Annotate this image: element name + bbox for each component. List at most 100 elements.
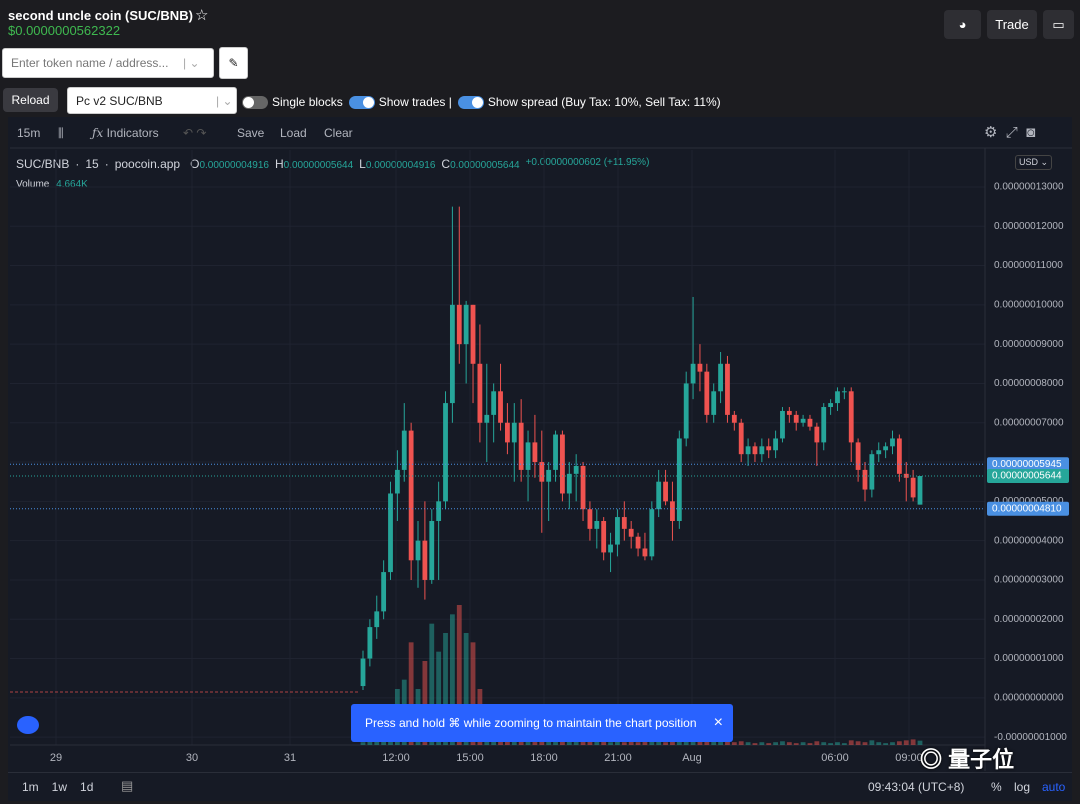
legend-interval: 15 xyxy=(85,157,99,171)
candle-body xyxy=(573,465,579,474)
y-tick-label: 0.00000003000 xyxy=(994,575,1064,586)
y-tick-label: 0.00000004000 xyxy=(994,535,1064,546)
candle-body xyxy=(408,430,414,561)
token-price: $0.0000000562322 xyxy=(8,23,121,38)
candle-body xyxy=(360,658,366,687)
volume-value: 4.664K xyxy=(56,179,88,190)
candle-body xyxy=(374,611,380,628)
x-tick-label: 12:00 xyxy=(382,752,410,764)
load-button[interactable]: Load xyxy=(280,126,307,140)
candle-body xyxy=(381,572,387,612)
candle-body xyxy=(580,465,586,510)
toggle[interactable]: Show trades | xyxy=(348,95,452,109)
x-tick-label: 15:00 xyxy=(456,752,484,764)
volume-bar xyxy=(635,742,641,745)
volume-bar xyxy=(663,742,668,745)
pair-select-text: Pc v2 SUC/BNB xyxy=(76,93,163,108)
log-button[interactable]: log xyxy=(1014,780,1031,794)
percent-button[interactable]: % xyxy=(991,780,1002,794)
volume-bar xyxy=(360,742,366,745)
wallet-button[interactable]: ▭ xyxy=(1043,10,1074,39)
candle-body xyxy=(518,422,524,470)
chart-icon-button[interactable]: ◕ xyxy=(944,10,981,39)
candle-body xyxy=(367,627,373,659)
volume-bar xyxy=(759,742,765,745)
candle-body xyxy=(821,407,827,443)
toast-close[interactable]: × xyxy=(713,714,723,731)
volume-bar xyxy=(594,741,600,745)
range-button[interactable]: 1d xyxy=(80,780,94,794)
price-tag xyxy=(987,469,1069,484)
y-tick-label: 0.00000010000 xyxy=(994,299,1064,310)
volume-bar xyxy=(697,739,703,745)
toggles: Single blocks Show trades | Show spread (B… xyxy=(242,95,721,109)
candle-body xyxy=(773,438,778,451)
candle-body xyxy=(828,403,834,408)
volume-bar xyxy=(422,661,428,745)
volume-bar xyxy=(573,741,579,745)
volume-bar xyxy=(718,739,723,745)
candle-body xyxy=(663,481,668,502)
candle-body xyxy=(814,426,820,443)
candle-body xyxy=(676,438,682,521)
candle-body xyxy=(525,442,531,470)
pair-select[interactable]: Pc v2 SUC/BNB | ⌄ xyxy=(67,87,237,114)
volume-bar xyxy=(862,742,868,745)
ohlc-item: L0.00000004916 xyxy=(359,157,435,171)
ohlc-value: 0.00000005644 xyxy=(283,160,354,171)
search-placeholder: Enter token name / address... xyxy=(11,56,169,70)
favorite-star[interactable]: ☆ xyxy=(195,7,209,24)
save-button[interactable]: Save xyxy=(237,126,265,140)
volume-bar xyxy=(910,739,916,745)
undo-redo[interactable]: ↶ ↷ xyxy=(183,126,207,140)
volume-bar xyxy=(566,740,572,745)
toggle[interactable]: Single blocks xyxy=(242,95,343,109)
indicators-button[interactable]: ƒx Indicators xyxy=(92,126,159,140)
candle-body xyxy=(690,363,696,384)
ohlc-key: H xyxy=(274,157,284,171)
volume-bar xyxy=(621,742,627,745)
candle-body xyxy=(443,403,448,502)
candle-body xyxy=(745,446,751,455)
volume-label: Volume xyxy=(16,179,50,190)
candle-body xyxy=(697,363,703,372)
range-button[interactable]: 1w xyxy=(51,780,68,794)
currency-select[interactable]: USD ⌄ xyxy=(1015,155,1053,170)
candle-body xyxy=(608,544,613,553)
clear-button[interactable]: Clear xyxy=(324,126,353,140)
volume-bar xyxy=(835,742,840,745)
date-range-icon[interactable]: ▤ xyxy=(121,778,134,793)
volume-bar xyxy=(628,740,634,745)
candle-body xyxy=(628,528,634,537)
volume-bar xyxy=(821,742,827,745)
x-tick-label: Aug xyxy=(682,752,702,764)
candle-type-icon[interactable]: ⫼ xyxy=(58,126,64,140)
divider xyxy=(8,772,1072,773)
x-tick-label: 06:00 xyxy=(821,752,849,764)
candle-body xyxy=(917,476,923,505)
toggle[interactable]: Show spread (Buy Tax: 10%, Sell Tax: 11%… xyxy=(457,95,721,109)
auto-button[interactable]: auto xyxy=(1042,780,1066,794)
candle-body xyxy=(456,304,462,345)
range-button[interactable]: 1m xyxy=(22,780,39,794)
volume-bar xyxy=(869,740,875,745)
toolbar-icons[interactable]: ⚙ ⤢ ◙ xyxy=(984,124,1036,141)
ohlc-item: C0.00000005644 xyxy=(441,157,519,171)
y-tick-label: 0.00000008000 xyxy=(994,378,1064,389)
volume-bar xyxy=(656,740,662,745)
volume-bar xyxy=(841,743,847,745)
volume-bar xyxy=(780,741,785,745)
search-input[interactable]: Enter token name / address... | ⌄ xyxy=(2,48,214,78)
candle-body xyxy=(553,434,558,470)
token-title: second uncle coin (SUC/BNB) xyxy=(8,8,193,23)
interval-button[interactable]: 15m xyxy=(17,126,41,140)
candle-body xyxy=(415,540,421,561)
volume-bar xyxy=(436,651,442,745)
candle-body xyxy=(401,430,407,470)
reload-button[interactable]: Reload xyxy=(3,88,58,112)
candle-body xyxy=(683,383,689,439)
edit-button[interactable]: ✎ xyxy=(219,47,248,79)
trade-button[interactable]: Trade xyxy=(987,10,1037,39)
toggle-label: Single blocks xyxy=(272,95,343,109)
candle-body xyxy=(642,548,648,557)
